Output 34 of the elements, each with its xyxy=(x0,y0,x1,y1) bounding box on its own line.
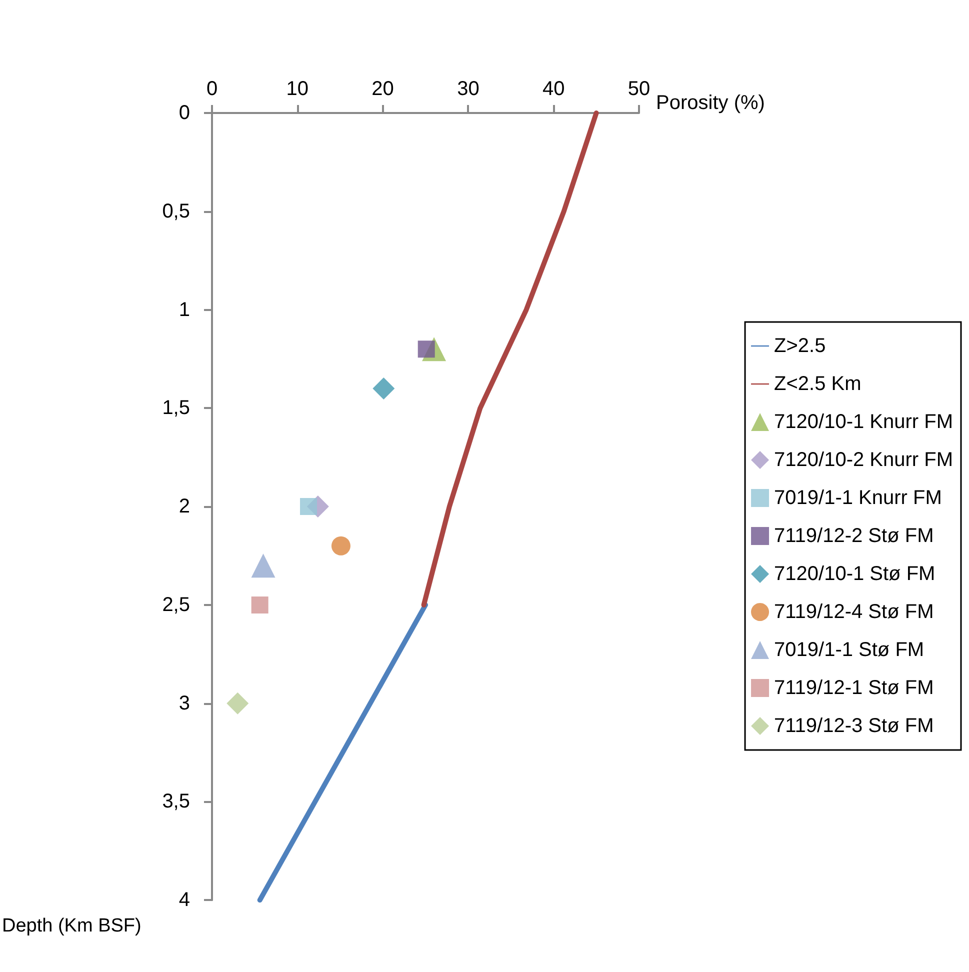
x-tick-label: 20 xyxy=(372,78,394,100)
y-tick-label: 0,5 xyxy=(162,200,190,222)
point xyxy=(226,692,249,714)
y-tick-label: 0 xyxy=(178,102,190,124)
y-tick-label: 1 xyxy=(178,298,190,321)
x-tick-label: 40 xyxy=(542,78,565,100)
x-tick-label: 50 xyxy=(628,78,650,100)
legend-label: 7119/12-4 Stø FM xyxy=(774,601,934,623)
y-tick-label: 4 xyxy=(178,889,190,912)
x-axis-title: Porosity (%) xyxy=(656,92,765,114)
y-tick-label: 3,5 xyxy=(162,790,190,813)
legend-label: 7120/10-1 Stø FM xyxy=(774,563,936,585)
legend-label: Z<2.5 Km xyxy=(774,373,862,395)
point xyxy=(251,554,276,578)
legend-label: 7120/10-2 Knurr FM xyxy=(774,449,954,471)
x-tick-label: 30 xyxy=(457,78,480,100)
x-tick-label: 0 xyxy=(206,78,218,100)
y-tick-label: 1,5 xyxy=(162,397,190,420)
legend-label: 7019/1-1 Stø FM xyxy=(774,639,924,661)
y-axis-title: Depth (Km BSF) xyxy=(2,916,142,936)
legend-label: 7119/12-3 Stø FM xyxy=(774,715,934,737)
legend-label: 7119/12-2 Stø FM xyxy=(774,525,934,547)
point xyxy=(300,498,317,516)
point xyxy=(372,377,395,400)
point xyxy=(251,596,268,614)
y-tick-label: 2,5 xyxy=(162,594,190,616)
y-tick-label: 3 xyxy=(178,692,190,714)
point xyxy=(331,536,350,556)
legend-label: 7120/10-1 Knurr FM xyxy=(774,411,954,433)
legend-label: 7019/1-1 Knurr FM xyxy=(774,487,942,509)
legend-label: Z>2.5 xyxy=(774,335,826,357)
legend-label: 7119/12-1 Stø FM xyxy=(774,677,934,699)
x-tick-label: 10 xyxy=(286,78,309,100)
y-tick-label: 2 xyxy=(178,496,190,518)
